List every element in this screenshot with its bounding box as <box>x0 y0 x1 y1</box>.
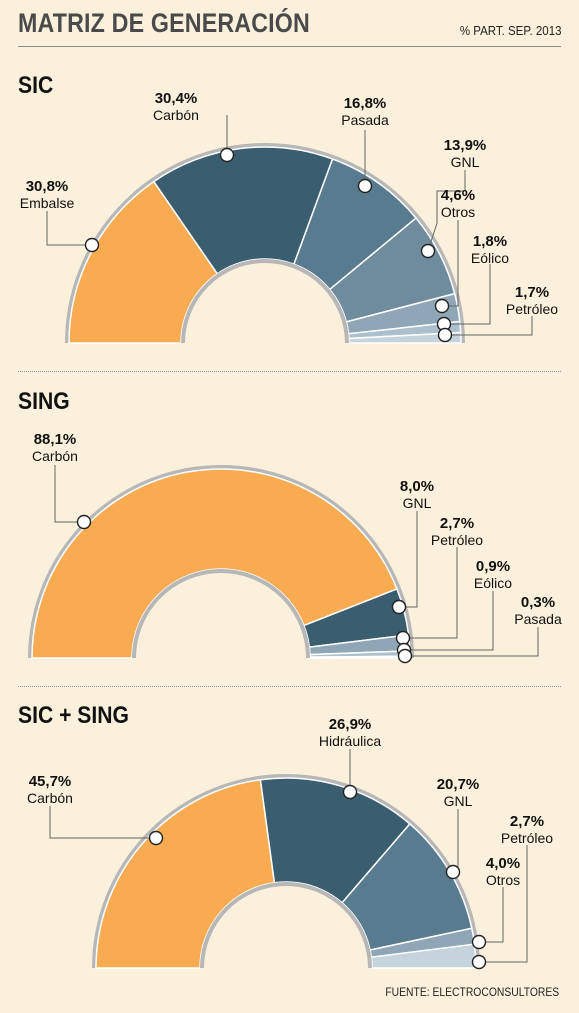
chart-sic-sing: 45,7%Carbón 26,9%Hidráulica 20,7%GNL 2,7%Pe… <box>27 716 553 970</box>
data-label-gnl: 20,7% <box>437 776 480 793</box>
category-label-eolico: Eólico <box>471 250 509 266</box>
chart-title-sic-sing: SIC + SING <box>18 702 129 729</box>
marker-carbon <box>219 147 235 163</box>
leader-line-eolico <box>444 264 491 325</box>
leader-line-gnl <box>427 170 466 252</box>
data-label-petroleo: 1,7% <box>515 284 549 301</box>
chart-outer-rim <box>28 465 414 659</box>
leader-line-eolico <box>404 591 494 651</box>
category-label-carbon: Carbón <box>153 107 199 123</box>
data-label-otros: 4,0% <box>486 855 520 872</box>
leader-line-petroleo <box>445 316 533 336</box>
slice-pasada <box>309 655 411 659</box>
category-label-eolico: Eólico <box>474 575 512 591</box>
chart-title-sic: SIC <box>18 72 54 99</box>
marker-gnl <box>445 864 461 880</box>
marker-pasada <box>397 648 413 664</box>
data-label-eolico: 1,8% <box>473 233 507 250</box>
section-divider-2 <box>18 686 561 687</box>
data-label-pasada: 0,3% <box>521 594 555 611</box>
marker-embalse <box>84 237 100 253</box>
data-label-gnl: 8,0% <box>400 478 434 495</box>
data-label-carbon: 30,4% <box>155 90 198 107</box>
page-subtitle: % PART. SEP. 2013 <box>459 24 561 38</box>
slice-carbon <box>95 778 276 969</box>
title-rule <box>18 46 561 47</box>
category-label-pasada: Pasada <box>514 611 562 627</box>
section-divider-1 <box>18 371 561 372</box>
marker-carbon <box>76 514 92 530</box>
marker-otros <box>434 298 450 314</box>
category-label-gnl: GNL <box>451 154 480 170</box>
category-label-petroleo: Petróleo <box>501 830 553 846</box>
category-label-carbon: Carbón <box>27 790 73 806</box>
leader-line-petroleo <box>479 845 528 963</box>
page-title: MATRIZ DE GENERACIÓN <box>18 8 310 38</box>
data-label-carbon: 88,1% <box>34 431 77 448</box>
category-label-carbon: Carbón <box>32 448 78 464</box>
marker-hidraulica <box>342 784 358 800</box>
marker-gnl <box>420 243 436 259</box>
marker-gnl <box>391 599 407 615</box>
data-label-carbon: 45,7% <box>29 773 72 790</box>
category-label-otros: Otros <box>441 204 475 220</box>
data-label-embalse: 30,8% <box>26 178 69 195</box>
data-label-otros: 4,6% <box>441 187 475 204</box>
chart-sic: 30,8%Embalse 30,4%Carbón 16,8%Pasada 13,9%G… <box>20 90 558 344</box>
chart-inner-rim <box>181 259 349 344</box>
category-label-gnl: GNL <box>403 495 432 511</box>
data-label-petroleo: 2,7% <box>440 515 474 532</box>
category-label-pasada: Pasada <box>341 112 389 128</box>
category-label-hidraulica: Hidráulica <box>319 733 381 749</box>
marker-carbon <box>148 830 164 846</box>
chart-inner-rim <box>132 569 310 659</box>
marker-petroleo <box>471 954 487 970</box>
category-label-petroleo: Petróleo <box>506 301 558 317</box>
category-label-gnl: GNL <box>444 793 473 809</box>
header: MATRIZ DE GENERACIÓN % PART. SEP. 2013 <box>0 0 579 50</box>
chart-outer-rim <box>92 774 480 969</box>
category-label-otros: Otros <box>486 872 520 888</box>
chart-inner-rim <box>200 882 372 969</box>
leader-line-pasada <box>405 627 539 657</box>
marker-pasada <box>357 178 373 194</box>
chart-title-sing: SING <box>18 388 70 415</box>
leader-line-gnl <box>453 809 459 873</box>
leader-line-carbon <box>49 806 156 839</box>
leader-line-carbon <box>54 465 84 523</box>
data-label-eolico: 0,9% <box>476 558 510 575</box>
data-label-pasada: 16,8% <box>344 95 387 112</box>
category-label-embalse: Embalse <box>20 195 75 211</box>
leader-line-petroleo <box>403 547 458 639</box>
marker-otros <box>471 934 487 950</box>
data-label-petroleo: 2,7% <box>510 813 544 830</box>
category-label-petroleo: Petróleo <box>431 532 483 548</box>
data-label-gnl: 13,9% <box>444 137 487 154</box>
leader-line-embalse <box>46 211 92 246</box>
source-note: FUENTE: ELECTROCONSULTORES <box>385 987 559 999</box>
leader-line-otros <box>479 887 504 943</box>
marker-petroleo <box>437 327 453 343</box>
marker-petroleo <box>395 630 411 646</box>
chart-sing: 88,1%Carbón 8,0%GNL 2,7%Petróleo 0,9%Eólico… <box>28 431 562 664</box>
data-label-hidraulica: 26,9% <box>329 716 372 733</box>
